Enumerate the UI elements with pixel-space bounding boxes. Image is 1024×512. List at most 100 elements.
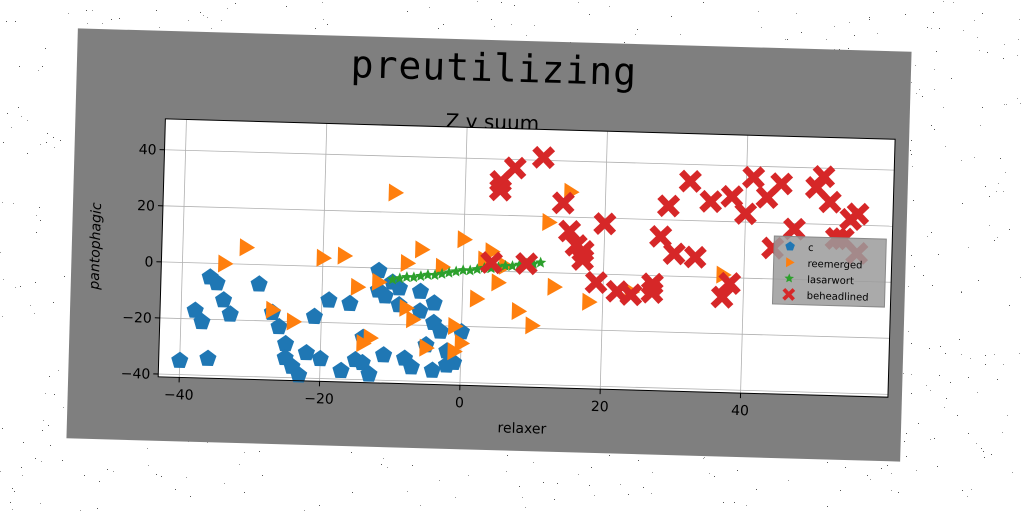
y-gridline bbox=[158, 373, 888, 395]
noise-dot bbox=[945, 353, 946, 354]
beheadlined-point bbox=[557, 219, 582, 243]
noise-dot bbox=[533, 462, 534, 463]
noise-dot bbox=[1003, 58, 1004, 59]
noise-dot bbox=[39, 207, 40, 208]
noise-dot bbox=[869, 17, 870, 18]
noise-dot bbox=[877, 33, 878, 34]
noise-dot bbox=[628, 494, 629, 495]
noise-dot bbox=[322, 2, 323, 3]
noise-dot bbox=[931, 28, 932, 29]
beheadlined-point bbox=[720, 184, 744, 209]
noise-dot bbox=[591, 467, 592, 468]
legend-label-reemerged: reemerged bbox=[807, 259, 862, 272]
noise-dot bbox=[48, 425, 49, 426]
beheadlined-point bbox=[678, 169, 702, 193]
noise-dot bbox=[746, 505, 747, 506]
reemerged-point bbox=[582, 292, 598, 311]
noise-dot bbox=[737, 470, 738, 471]
noise-dot bbox=[1006, 104, 1007, 105]
noise-dot bbox=[53, 302, 54, 303]
noise-dot bbox=[10, 502, 11, 503]
noise-dot bbox=[1003, 191, 1004, 192]
noise-dot bbox=[848, 48, 849, 49]
beheadlined-point bbox=[640, 280, 664, 305]
noise-dot bbox=[11, 127, 12, 128]
noise-dot bbox=[903, 373, 904, 374]
noise-dot bbox=[989, 225, 990, 226]
reemerged-point bbox=[400, 253, 417, 272]
noise-dot bbox=[891, 490, 892, 491]
noise-dot bbox=[840, 490, 841, 491]
noise-dot bbox=[609, 455, 610, 456]
beheadlined-point bbox=[782, 217, 806, 241]
noise-dot bbox=[111, 19, 112, 20]
noise-dot bbox=[968, 247, 969, 248]
noise-dot bbox=[315, 28, 316, 29]
noise-dot bbox=[968, 377, 969, 378]
ticks: −40 −20 0 20 40 −40 −20 0 20 40 bbox=[120, 142, 749, 419]
noise-dot bbox=[887, 465, 888, 466]
noise-dot bbox=[21, 116, 22, 117]
noise-dot bbox=[60, 140, 61, 141]
noise-dot bbox=[211, 28, 212, 29]
noise-dot bbox=[932, 285, 933, 286]
reemerged-point bbox=[406, 310, 422, 329]
noise-dot bbox=[506, 471, 507, 472]
c-point bbox=[360, 365, 378, 382]
noise-dot bbox=[801, 32, 802, 33]
noise-dot bbox=[40, 144, 41, 145]
noise-dot bbox=[931, 232, 932, 233]
noise-dot bbox=[522, 497, 523, 498]
noise-dot bbox=[908, 286, 909, 287]
noise-dot bbox=[785, 39, 786, 40]
noise-dot bbox=[259, 451, 260, 452]
noise-dot bbox=[15, 21, 16, 22]
noise-dot bbox=[957, 415, 958, 416]
noise-dot bbox=[1005, 172, 1006, 173]
noise-dot bbox=[2, 316, 3, 317]
noise-dot bbox=[557, 483, 558, 484]
noise-dot bbox=[38, 70, 39, 71]
noise-dot bbox=[911, 140, 912, 141]
noise-dot bbox=[7, 113, 8, 114]
beheadlined-point bbox=[488, 178, 513, 202]
noise-dot bbox=[635, 34, 636, 35]
noise-dot bbox=[525, 507, 526, 508]
noise-dot bbox=[35, 458, 36, 459]
noise-dot bbox=[1018, 39, 1019, 40]
noise-dot bbox=[911, 82, 912, 83]
noise-dot bbox=[905, 14, 906, 15]
noise-dot bbox=[827, 462, 828, 463]
reemerged-point bbox=[542, 213, 558, 232]
c-point bbox=[353, 353, 371, 371]
noise-dot bbox=[43, 420, 44, 421]
noise-dot bbox=[147, 448, 148, 449]
noise-dot bbox=[46, 142, 47, 143]
noise-dot bbox=[49, 376, 50, 377]
noise-dot bbox=[922, 96, 923, 97]
noise-dot bbox=[27, 120, 28, 121]
noise-dot bbox=[704, 457, 705, 458]
noise-dot bbox=[936, 51, 937, 52]
y-tick-label: 0 bbox=[144, 254, 153, 270]
noise-dot bbox=[709, 473, 710, 474]
noise-dot bbox=[159, 27, 160, 28]
noise-dot bbox=[6, 21, 7, 22]
noise-dot bbox=[943, 1, 944, 2]
noise-dot bbox=[609, 6, 610, 7]
noise-dot bbox=[845, 467, 846, 468]
c-point bbox=[402, 358, 420, 375]
noise-dot bbox=[1012, 472, 1013, 473]
noise-dot bbox=[908, 331, 909, 332]
noise-dot bbox=[788, 480, 789, 481]
noise-dot bbox=[970, 358, 971, 359]
lasarwort-point bbox=[450, 265, 462, 277]
noise-dot bbox=[99, 481, 100, 482]
noise-dot bbox=[904, 441, 905, 442]
noise-dot bbox=[63, 407, 64, 408]
c-point bbox=[297, 343, 315, 361]
noise-dot bbox=[578, 474, 579, 475]
lasarwort-point bbox=[422, 268, 434, 280]
noise-dot bbox=[239, 464, 240, 465]
c-point bbox=[171, 351, 189, 369]
